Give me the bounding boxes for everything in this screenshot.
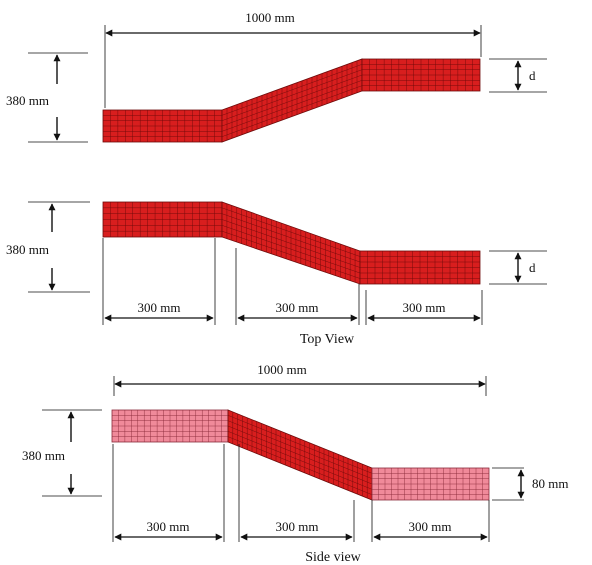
caption-side-view: Side view <box>305 550 361 565</box>
mesh-lower <box>102 201 481 285</box>
dim-label-thickness: 80 mm <box>532 476 568 491</box>
top-view-upper: 1000 mm 380 mm d <box>6 10 547 143</box>
dim-label-segment: 300 mm <box>409 519 452 534</box>
mesh-right-section <box>371 467 490 501</box>
dim-label-total-length: 1000 mm <box>257 362 306 377</box>
mesh-side <box>111 409 490 501</box>
mesh-transition-section <box>221 58 363 143</box>
dim-label-segment: 300 mm <box>147 519 190 534</box>
dim-label-width: 380 mm <box>22 448 65 463</box>
mesh-transition-section <box>221 201 361 285</box>
mesh-left-section <box>111 409 229 443</box>
mesh-upper <box>102 58 481 143</box>
top-view-lower: 380 mm d 300 mm 300 mm 300 mm Top View <box>6 201 547 347</box>
dim-label-segment: 300 mm <box>138 300 181 315</box>
dim-label-width: 380 mm <box>6 242 49 257</box>
dim-label-width: 380 mm <box>6 93 49 108</box>
dim-label-offset: d <box>529 68 536 83</box>
dim-label-segment: 300 mm <box>276 300 319 315</box>
caption-top-view: Top View <box>300 332 355 347</box>
side-view: 1000 mm 380 mm 80 mm 300 mm 300 mm 300 m… <box>22 362 568 565</box>
mesh-left-section <box>102 201 223 238</box>
dim-label-segment: 300 mm <box>276 519 319 534</box>
dim-label-offset: d <box>529 260 536 275</box>
mesh-transition-section <box>227 409 373 501</box>
dim-label-segment: 300 mm <box>403 300 446 315</box>
mesh-left-section <box>102 109 223 143</box>
mesh-right-section <box>359 250 481 285</box>
dim-label-total-length: 1000 mm <box>245 10 294 25</box>
mesh-right-section <box>361 58 481 92</box>
